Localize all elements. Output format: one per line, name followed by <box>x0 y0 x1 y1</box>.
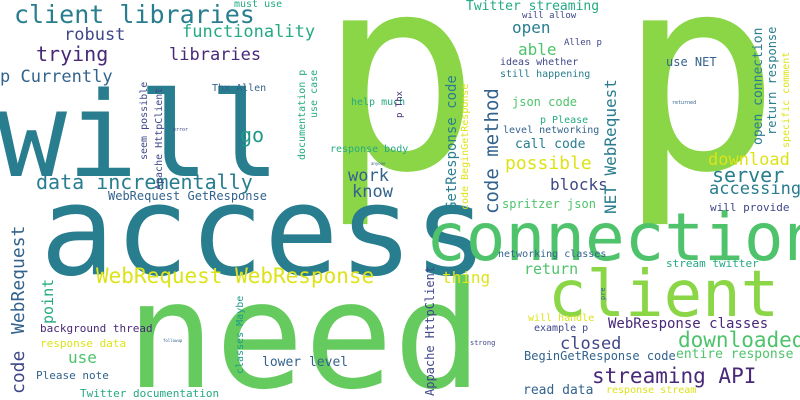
word: background thread <box>40 322 153 335</box>
word: WebRequest GetResponse <box>108 189 267 203</box>
word: will <box>0 66 281 204</box>
word: client libraries <box>14 0 255 29</box>
word: libraries <box>169 45 262 65</box>
word: anyone <box>371 161 386 166</box>
word: open connection <box>751 27 766 145</box>
word: networking classes <box>498 249 607 260</box>
word: code <box>8 350 29 394</box>
word: open <box>512 18 551 37</box>
word: code method <box>481 88 503 214</box>
word: response body <box>330 144 409 155</box>
word: example p <box>534 323 589 334</box>
word: know <box>352 182 393 202</box>
word: need <box>126 250 483 400</box>
word: connection <box>426 199 800 276</box>
word: seem possible <box>139 81 150 160</box>
word: client <box>548 258 780 332</box>
word: response stream <box>606 385 697 396</box>
word: WebResponse classes <box>608 316 769 332</box>
word: return response <box>765 26 779 135</box>
word: call code <box>515 137 586 152</box>
word: BeginGetResponse code <box>524 349 676 363</box>
word: p Please <box>540 115 589 126</box>
word: p <box>618 0 781 232</box>
word: must use <box>234 0 283 10</box>
word: blocks <box>550 175 608 194</box>
word: WebRequest <box>8 225 29 334</box>
word: closed <box>560 334 622 354</box>
word: lower level <box>262 355 349 370</box>
word: p Thx <box>395 90 405 118</box>
word: documentation p <box>297 69 308 160</box>
word: use NET <box>666 55 717 69</box>
word: classes Maybe <box>235 295 246 374</box>
word: Apache HttpClient <box>154 87 165 190</box>
word: specific comment <box>781 51 792 148</box>
word: access <box>40 160 488 304</box>
word: followup <box>163 338 183 343</box>
word: pre <box>599 287 607 300</box>
word: help much <box>351 97 406 108</box>
word: will provide <box>710 201 790 214</box>
word: Allen p <box>564 38 602 48</box>
word: p Currently <box>0 67 113 87</box>
word: Thx Allen <box>212 83 267 94</box>
word: Twitter streaming <box>466 0 600 14</box>
word: Appache HttpClient <box>423 265 437 396</box>
word: data incrementally <box>36 170 253 194</box>
word: read data <box>523 383 594 398</box>
word: will handle <box>528 313 595 324</box>
word: possible <box>505 153 592 174</box>
word: streaming API <box>592 364 757 388</box>
word: accessing <box>709 179 800 199</box>
word: go <box>240 123 265 147</box>
word: robust <box>64 25 126 45</box>
word: ideas whether <box>500 57 579 68</box>
word: code BeginGetResponse <box>460 83 471 210</box>
word: returned <box>672 100 697 106</box>
word: strong <box>470 339 496 347</box>
word: return <box>524 260 579 278</box>
word: spritzer json <box>502 197 596 211</box>
word: response data <box>40 337 127 350</box>
word: Please note <box>36 369 109 382</box>
word: will allow <box>522 11 577 21</box>
word: work <box>348 166 389 186</box>
word: able <box>518 40 557 59</box>
word: trying <box>36 42 109 66</box>
word: use case <box>309 69 320 118</box>
word: functionality <box>182 22 316 42</box>
word: download <box>708 150 790 170</box>
word: Twitter documentation <box>80 387 220 400</box>
word: error <box>173 127 189 133</box>
word: GetResponse code <box>444 75 460 210</box>
word: NET WebRequest <box>601 79 620 214</box>
word: still happening <box>500 69 591 80</box>
word: stream twitter <box>666 257 759 270</box>
word: server <box>712 163 785 187</box>
word: downloaded <box>678 328 800 352</box>
word: json code <box>512 95 578 109</box>
word: entire response <box>676 347 794 362</box>
word: point <box>39 278 57 324</box>
word: p <box>318 0 481 232</box>
word: use <box>68 348 97 367</box>
word: thing <box>442 268 491 287</box>
word: level networking <box>503 125 600 136</box>
word: WebRequest WebResponse <box>96 264 375 288</box>
